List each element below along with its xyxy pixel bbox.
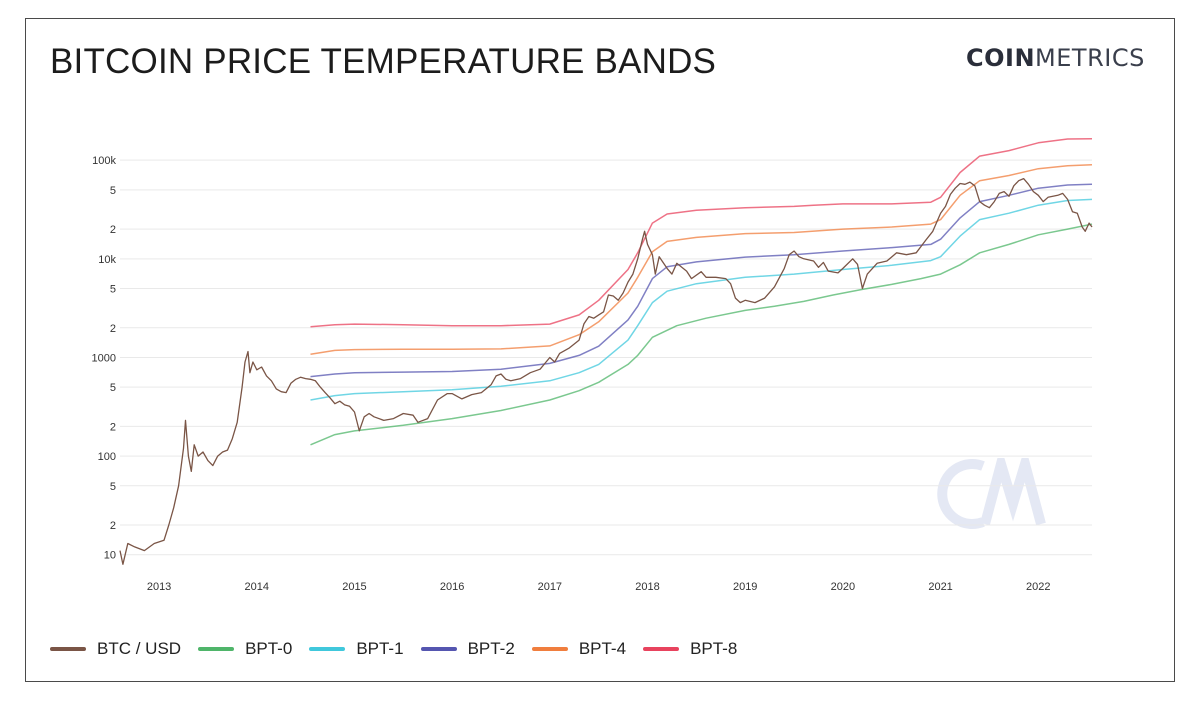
y-tick-label: 10 bbox=[104, 550, 116, 562]
y-tick-label: 100 bbox=[98, 451, 116, 463]
y-tick-label: 2 bbox=[110, 224, 116, 236]
legend-label: BPT-2 bbox=[467, 639, 515, 658]
legend-swatch bbox=[198, 647, 235, 651]
legend-item[interactable]: BTC / USD bbox=[50, 639, 181, 659]
y-tick-label: 2 bbox=[110, 323, 116, 335]
legend-item[interactable]: BPT-8 bbox=[643, 639, 737, 659]
page-title: BITCOIN PRICE TEMPERATURE BANDS bbox=[50, 42, 717, 81]
legend-item[interactable]: BPT-4 bbox=[531, 639, 627, 659]
legend-swatch bbox=[50, 647, 86, 651]
x-tick-label: 2017 bbox=[538, 581, 562, 593]
legend-label: BTC / USD bbox=[97, 639, 182, 658]
legend-swatch bbox=[531, 647, 568, 651]
series-line-btc-usd bbox=[119, 177, 1093, 565]
legend-item[interactable]: BPT-2 bbox=[420, 639, 515, 659]
brand-logo-light: METRICS bbox=[1035, 44, 1145, 72]
x-tick-label: 2019 bbox=[733, 581, 757, 593]
series-line-bpt-2 bbox=[310, 183, 1093, 378]
x-tick-label: 2022 bbox=[1026, 581, 1050, 593]
series-line-bpt-4 bbox=[310, 163, 1093, 355]
legend-swatch bbox=[309, 647, 346, 651]
x-tick-label: 2014 bbox=[245, 581, 269, 593]
brand-logo-bold: COIN bbox=[966, 44, 1036, 72]
x-tick-label: 2016 bbox=[440, 581, 464, 593]
legend-label: BPT-4 bbox=[578, 639, 627, 658]
series-line-bpt-8 bbox=[310, 137, 1093, 328]
legend-label: BPT-8 bbox=[690, 639, 738, 658]
legend-swatch bbox=[420, 647, 457, 651]
y-tick-label: 5 bbox=[110, 382, 116, 394]
y-tick-label: 2 bbox=[110, 520, 116, 532]
x-tick-label: 2013 bbox=[147, 581, 171, 593]
brand-logo: COINMETRICS bbox=[966, 44, 1145, 72]
x-tick-label: 2018 bbox=[635, 581, 659, 593]
legend-swatch bbox=[643, 647, 680, 651]
legend-label: BPT-0 bbox=[245, 639, 293, 658]
x-tick-label: 2021 bbox=[928, 581, 952, 593]
series-line-bpt-0 bbox=[310, 223, 1093, 446]
legend-item[interactable]: BPT-0 bbox=[198, 639, 292, 659]
legend-item[interactable]: BPT-1 bbox=[309, 639, 404, 659]
cm-watermark-icon bbox=[937, 458, 1046, 529]
x-tick-label: 2020 bbox=[831, 581, 855, 593]
y-tick-label: 1000 bbox=[92, 352, 116, 364]
y-tick-label: 2 bbox=[110, 421, 116, 433]
y-tick-label: 100k bbox=[92, 155, 116, 167]
series-line-bpt-1 bbox=[310, 198, 1093, 401]
x-tick-label: 2015 bbox=[342, 581, 366, 593]
legend-label: BPT-1 bbox=[356, 639, 404, 658]
y-tick-label: 5 bbox=[110, 481, 116, 493]
y-tick-label: 5 bbox=[110, 284, 116, 296]
chart-frame bbox=[25, 18, 1175, 682]
y-tick-label: 5 bbox=[110, 185, 116, 197]
legend: BTC / USD BPT-0 BPT-1 BPT-2 BPT-4 BPT-8 bbox=[50, 639, 754, 659]
y-tick-label: 10k bbox=[98, 254, 116, 266]
